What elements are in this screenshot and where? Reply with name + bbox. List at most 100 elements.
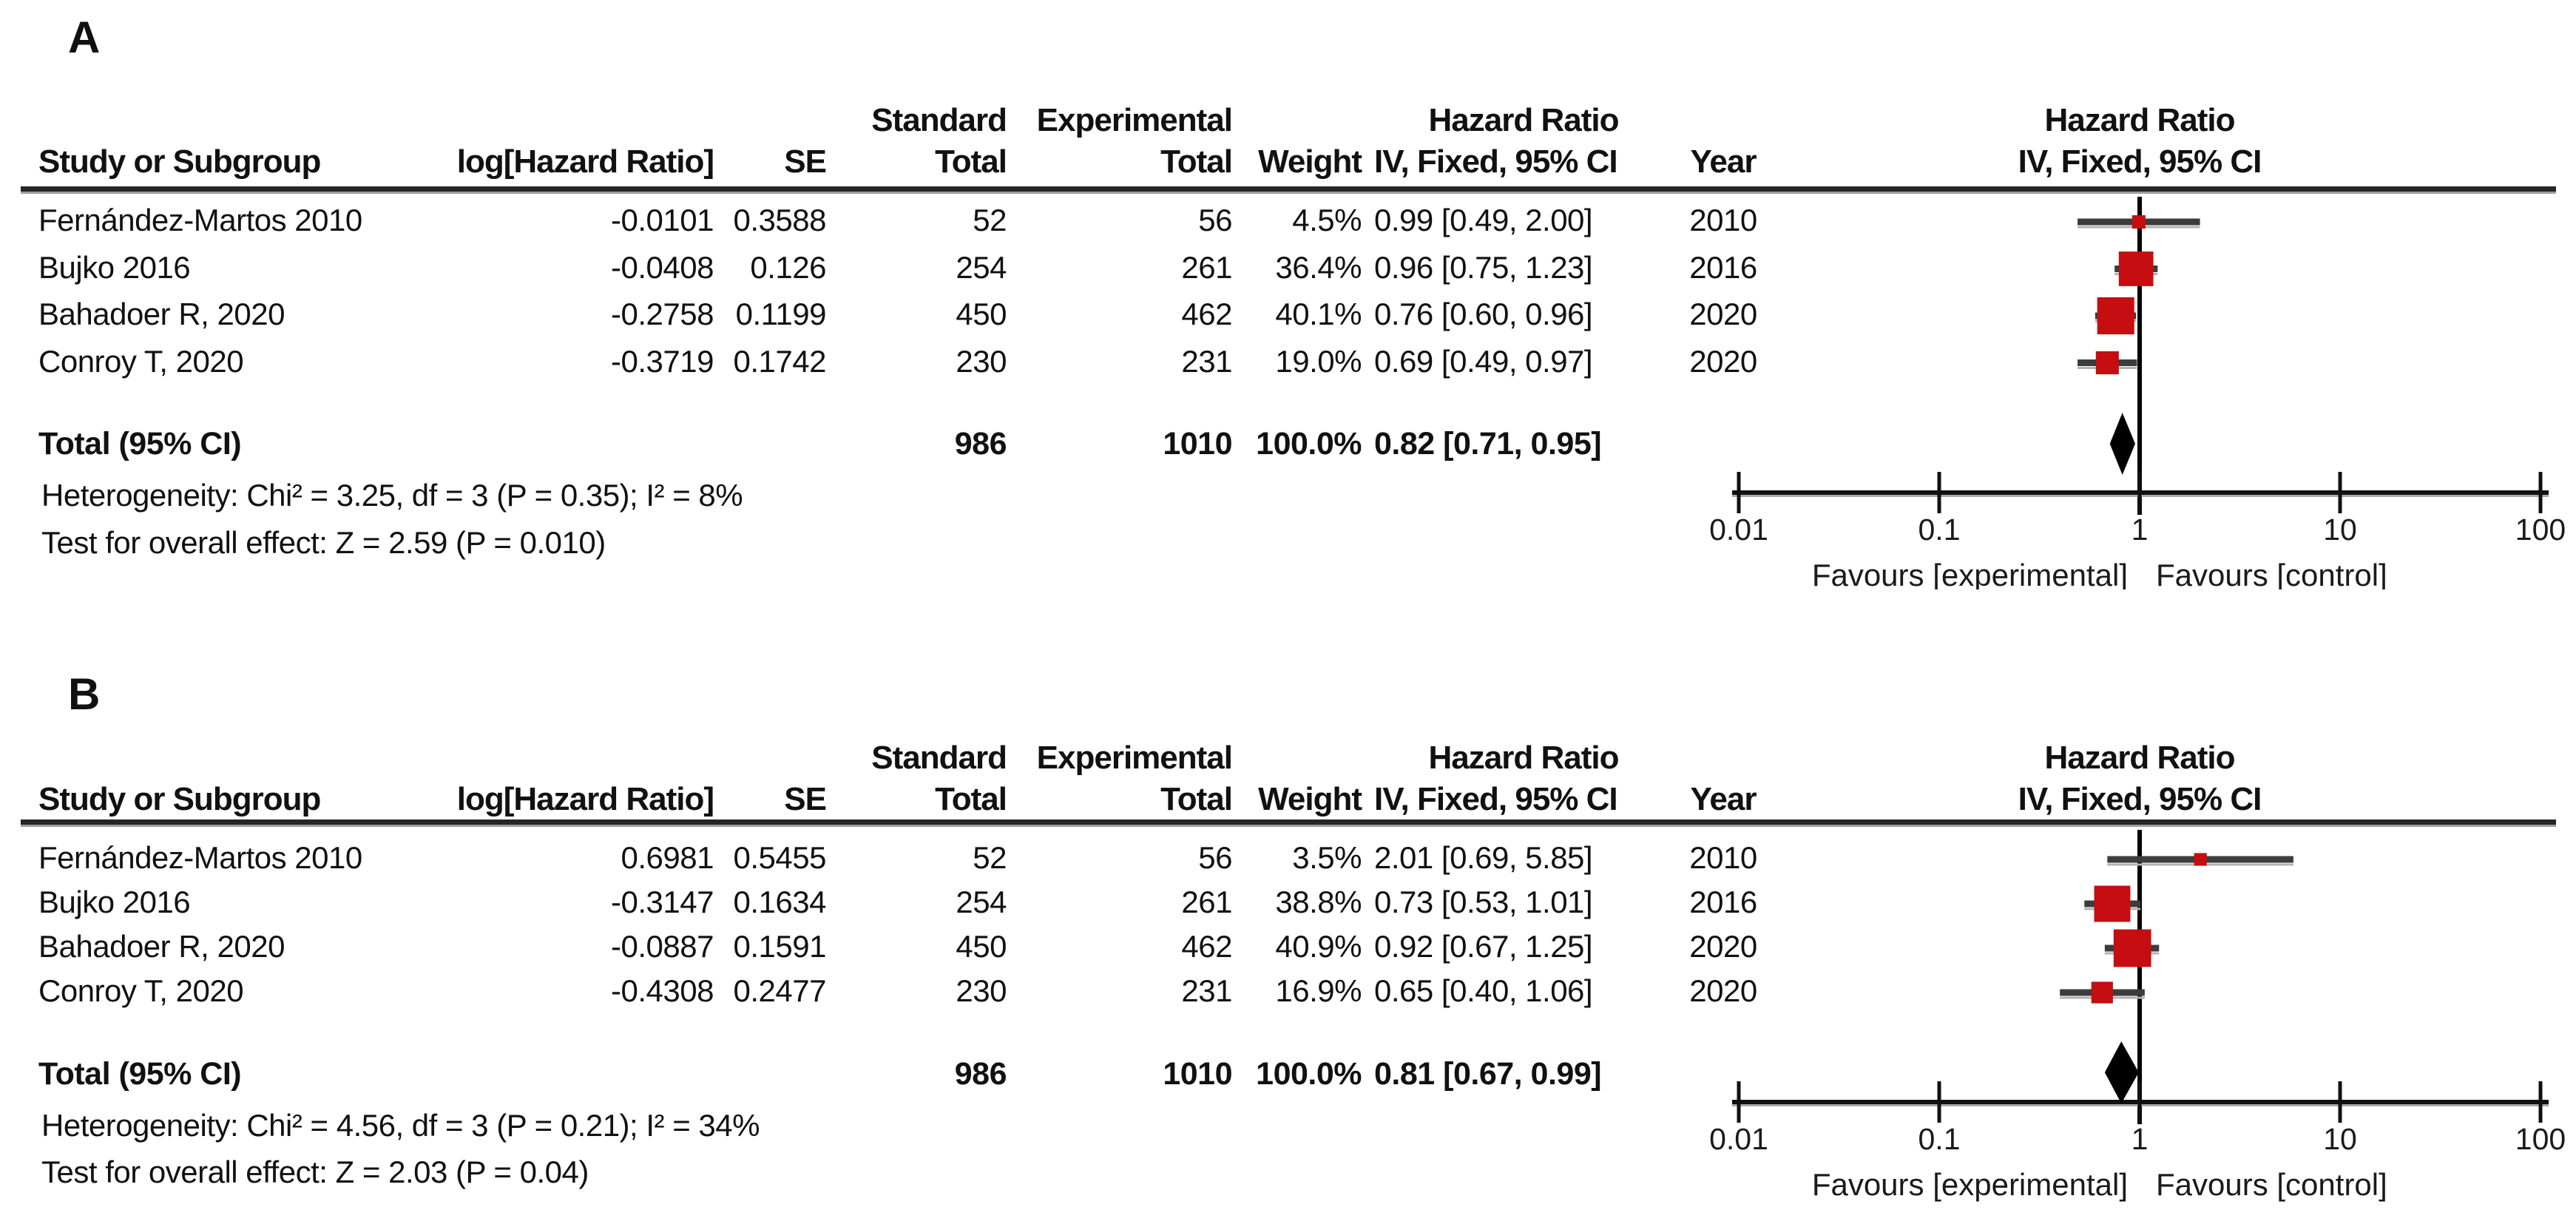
forest-graph-a: 0.01 0.1 1 10 100 Favours [experimental] Favou… (1709, 197, 2566, 589)
cell-weight: 40.9% (1275, 929, 1362, 964)
cell-std-total: 52 (973, 840, 1007, 875)
cell-se: 0.1634 (733, 885, 827, 919)
cell-std-total: 450 (956, 297, 1007, 331)
null-line (2137, 197, 2142, 515)
axis-tick (2137, 472, 2142, 513)
header-year: Year (1690, 143, 1757, 180)
axis-tick-label: 0.01 (1709, 1122, 1768, 1156)
cell-weight: 3.5% (1292, 840, 1362, 875)
panel-b-label: B (68, 669, 103, 719)
total-exp-total: 1010 (1163, 1056, 1232, 1092)
total-row-b: Total (95% CI) 986 1010 100.0% 0.81 [0.6… (0, 1056, 2576, 1099)
cell-std-total: 254 (956, 885, 1007, 919)
favours-experimental-label: Favours [experimental] (1812, 1167, 2128, 1202)
cell-study: Bujko 2016 (38, 249, 191, 285)
effect-square (2194, 853, 2207, 866)
table-row: Conroy T, 2020 -0.3719 0.1742 230 231 19.0% 0.… (0, 344, 2576, 387)
table-row: Conroy T, 2020 -0.4308 0.2477 230 231 16.9% 0.… (0, 973, 2576, 1016)
effect-square (2132, 214, 2146, 229)
cell-weight: 40.1% (1275, 297, 1362, 331)
cell-hr-ci: 0.65 [0.40, 1.06] (1374, 973, 1593, 1008)
header-hazard-ratio: Hazard Ratio (1428, 102, 1620, 138)
cell-loghr: -0.3719 (611, 343, 714, 379)
effect-square (2095, 351, 2119, 375)
axis-tick-label: 1 (2132, 513, 2149, 547)
axis-tick-label: 100 (2515, 1122, 2566, 1156)
effect-square (2113, 929, 2151, 967)
cell-se: 0.2477 (733, 973, 827, 1008)
header-exp-total: Total (1160, 781, 1233, 817)
overall-effect-note-b: Test for overall effect: Z = 2.03 (P = 0… (41, 1155, 589, 1189)
header-weight: Weight (1258, 781, 1362, 817)
axis-tick (2338, 1081, 2342, 1123)
cell-study: Bahadoer R, 2020 (38, 297, 285, 331)
favours-control-label: Favours [control] (2156, 1167, 2387, 1202)
cell-exp-total: 56 (1198, 840, 1232, 875)
table-row: Bujko 2016 -0.3147 0.1634 254 261 38.8% 0.73 [… (0, 885, 2576, 927)
cell-year: 2020 (1689, 929, 1757, 964)
total-weight: 100.0% (1256, 426, 1362, 462)
total-std-total: 986 (954, 426, 1007, 462)
favours-control-label: Favours [control] (2156, 558, 2387, 589)
axis-tick (1937, 1081, 1941, 1123)
cell-exp-total: 462 (1181, 297, 1232, 331)
header-standard: Standard (871, 102, 1007, 138)
header-study: Study or Subgroup (38, 781, 321, 817)
cell-se: 0.1742 (733, 343, 827, 379)
total-hr-ci: 0.82 [0.71, 0.95] (1374, 426, 1602, 462)
cell-hr-ci: 0.69 [0.49, 0.97] (1374, 343, 1593, 379)
axis-tick-label: 0.01 (1709, 513, 1768, 547)
total-label: Total (95% CI) (38, 426, 242, 462)
effect-square (2118, 251, 2154, 286)
table-row: Bahadoer R, 2020 -0.0887 0.1591 450 462 40.9%… (0, 929, 2576, 972)
cell-exp-total: 462 (1181, 929, 1232, 964)
cell-year: 2016 (1689, 885, 1757, 919)
total-hr-ci: 0.81 [0.67, 0.99] (1374, 1056, 1602, 1092)
effect-square (2097, 297, 2134, 335)
cell-loghr: -0.3147 (611, 885, 714, 919)
cell-hr-ci: 0.99 [0.49, 2.00] (1374, 203, 1593, 237)
axis-tick (2338, 472, 2342, 513)
overall-effect-note-a: Test for overall effect: Z = 2.59 (P = 0… (41, 525, 606, 560)
panel-a-label: A (68, 13, 103, 62)
header-std-total: Total (935, 781, 1007, 817)
cell-study: Bahadoer R, 2020 (38, 929, 285, 964)
cell-year: 2020 (1689, 973, 1757, 1008)
heterogeneity-note-b: Heterogeneity: Chi² = 4.56, df = 3 (P = … (41, 1108, 760, 1143)
header-se: SE (784, 143, 827, 180)
table-row: Bujko 2016 -0.0408 0.126 254 261 36.4% 0.96 [0… (0, 250, 2576, 293)
cell-exp-total: 231 (1181, 973, 1232, 1008)
cell-se: 0.5455 (733, 840, 827, 875)
axis-tick-label: 10 (2323, 513, 2357, 547)
header-study: Study or Subgroup (38, 143, 321, 180)
cell-year: 2020 (1689, 343, 1757, 379)
cell-year: 2010 (1689, 840, 1757, 875)
cell-std-total: 254 (956, 249, 1007, 285)
cell-loghr: -0.4308 (611, 973, 714, 1008)
total-exp-total: 1010 (1163, 426, 1232, 462)
header-standard: Standard (871, 740, 1007, 776)
header-iv-fixed: IV, Fixed, 95% CI (1374, 143, 1618, 180)
header-rule (21, 186, 2556, 192)
header-std-total: Total (935, 143, 1007, 180)
header-se: SE (784, 781, 827, 817)
plot-header-hazard-ratio: Hazard Ratio (2044, 740, 2236, 776)
cell-hr-ci: 0.73 [0.53, 1.01] (1374, 885, 1593, 919)
axis-tick (2137, 1081, 2142, 1123)
table-row: Bahadoer R, 2020 -0.2758 0.1199 450 462 40.1%… (0, 297, 2576, 339)
cell-loghr: 0.6981 (621, 840, 714, 875)
total-std-total: 986 (954, 1056, 1007, 1092)
axis-tick (2538, 1081, 2543, 1123)
axis-tick-label: 10 (2323, 1122, 2357, 1156)
cell-hr-ci: 2.01 [0.69, 5.85] (1374, 840, 1593, 875)
cell-hr-ci: 0.92 [0.67, 1.25] (1374, 929, 1593, 964)
cell-weight: 16.9% (1275, 973, 1362, 1008)
cell-study: Bujko 2016 (38, 885, 191, 919)
plot-header-iv-fixed: IV, Fixed, 95% CI (2018, 781, 2262, 817)
forest-graph-b: 0.01 0.1 1 10 100 Favours [experimental] Favou… (1709, 830, 2566, 1202)
panel-a: A Standard Experimental Hazard Ratio Haz… (0, 13, 2576, 589)
cell-se: 0.126 (750, 249, 826, 285)
header-loghr: log[Hazard Ratio] (456, 143, 714, 180)
effect-square (2094, 885, 2131, 922)
